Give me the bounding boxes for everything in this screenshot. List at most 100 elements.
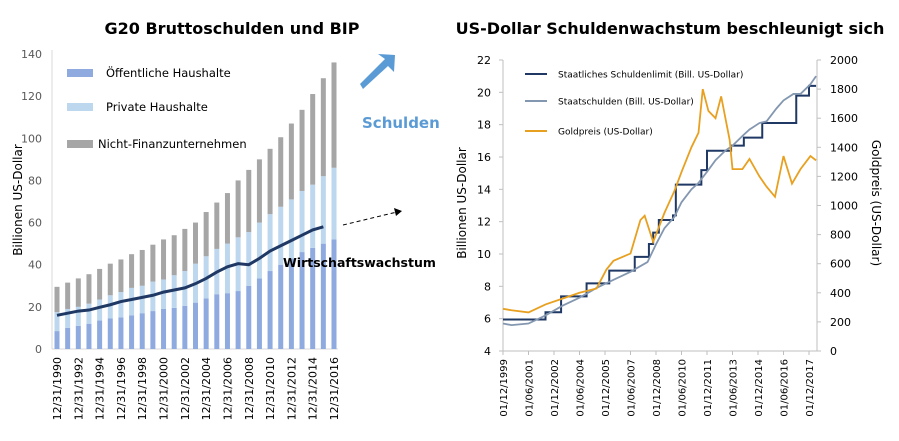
x-tick-label: 01/06/2001 [525,359,536,417]
y2-tick-label: 1200 [830,170,858,183]
y2-tick-label: 0 [830,345,837,358]
bar-1-2013 [299,190,305,253]
y-tick-label: 140 [21,48,42,61]
x-tick-label: 12/31/2014 [307,357,320,420]
bar-1-2012 [288,199,294,259]
y-tick-label: 12 [477,216,491,229]
x-tick-label: 01/06/2007 [627,359,638,417]
bar-0-2010 [267,271,273,349]
bar-2-1995 [107,263,113,296]
legend-swatch [67,140,93,148]
x-tick-label: 01/12/2017 [805,359,816,417]
bar-0-2000 [161,308,167,349]
bar-1-1991 [65,308,71,328]
bar-2-2003 [193,222,198,264]
x-tick-label: 01/12/2008 [652,359,663,417]
schulden-annotation: Schulden [362,114,440,132]
trend-arrowhead [394,208,402,216]
bar-0-2015 [320,243,326,349]
x-tick-label: 12/31/1992 [72,357,85,420]
bar-2-2012 [288,123,294,200]
left-chart-title: G20 Bruttoschulden und BIP [105,19,360,38]
series-line-0 [503,84,817,321]
y-tick-label: 80 [28,174,42,187]
bar-0-1996 [118,317,124,349]
y-tick-label: 20 [477,86,491,99]
bar-1-2009 [256,222,262,279]
x-tick-label: 12/31/2004 [200,357,213,420]
y-tick-label: 22 [477,54,491,67]
bar-0-2001 [171,307,177,349]
bar-2-2014 [310,94,316,185]
x-tick-label: 12/31/2006 [221,357,234,420]
bar-1-1994 [97,299,103,321]
bar-2-2016 [331,62,337,168]
bar-0-2012 [288,258,294,349]
x-tick-label: 12/31/2016 [328,357,341,420]
bar-0-2011 [278,264,284,349]
bar-0-2014 [310,247,316,349]
gdp-line-label: Wirtschaftswachstum [283,255,436,270]
bar-0-1991 [65,327,71,349]
legend-label: Private Haushalte [106,100,208,114]
legend-label: Staatschulden (Bill. US-Dollar) [558,98,694,108]
left-chart: 0 20 40 60 80 100 120 140 12/31/1990 12/31/1992 12… [21,48,436,420]
y-tick-label: 4 [484,345,491,358]
bar-2-2013 [299,109,305,191]
bar-1-2014 [310,184,316,248]
x-tick-label: 01/12/2011 [703,359,714,417]
bar-1-2011 [278,206,284,265]
bar-2-2007 [235,180,241,238]
bar-2-2009 [256,159,262,223]
y2-tick-label: 1400 [830,141,858,154]
legend-swatch [67,103,93,111]
y-tick-label: 8 [484,280,491,293]
bar-0-2009 [256,278,262,349]
x-tick-label: 12/31/2012 [285,357,298,420]
bar-0-1993 [86,323,92,349]
series-line-2 [502,88,817,314]
y-tick-label: 10 [477,248,491,261]
bar-1-1990 [54,312,60,332]
bar-0-2013 [299,252,305,349]
y-tick-label: 120 [21,90,42,103]
bar-2-2008 [246,169,252,233]
y2-tick-label: 400 [830,287,851,300]
legend-swatch [67,69,93,77]
y-tick-label: 0 [35,343,42,356]
y-tick-label: 18 [477,119,491,132]
right-y2-axis-label: Goldpreis (US-Dollar) [869,140,883,266]
x-tick-label: 01/06/2013 [729,359,740,417]
bar-2-1990 [54,286,60,313]
bar-1-1997 [129,287,135,316]
y-tick-label: 60 [28,217,42,230]
x-tick-label: 01/12/2005 [601,359,612,417]
series-line-1 [502,75,817,327]
x-tick-label: 01/12/1999 [499,359,510,417]
bar-0-1994 [97,320,103,349]
bar-1-1998 [139,285,145,314]
bar-1-2015 [320,176,326,244]
right-chart-title: US-Dollar Schuldenwachstum beschleunigt … [456,19,885,38]
x-tick-label: 12/31/2002 [179,357,192,420]
x-tick-label: 01/06/2004 [576,359,587,417]
bar-0-2008 [246,285,252,349]
bar-2-1994 [97,268,103,300]
right-y-axis-label: Billionen US-Dollar [455,147,469,259]
bar-2-2010 [267,148,273,215]
x-tick-label: 12/31/1994 [94,357,107,420]
x-tick-label: 01/12/2014 [754,359,765,417]
bar-1-1996 [118,292,124,318]
bar-2-2006 [224,193,230,244]
bar-2-2001 [171,235,177,276]
bar-1-1993 [86,303,92,324]
bar-0-2004 [203,298,209,349]
bar-2-2015 [320,78,326,177]
y2-tick-label: 1800 [830,83,858,96]
bar-0-1998 [139,313,145,349]
y-tick-label: 40 [28,259,42,272]
y-tick-label: 14 [477,183,491,196]
y2-tick-label: 600 [830,258,851,271]
bar-2-2002 [182,228,188,272]
y-tick-label: 100 [21,132,42,145]
